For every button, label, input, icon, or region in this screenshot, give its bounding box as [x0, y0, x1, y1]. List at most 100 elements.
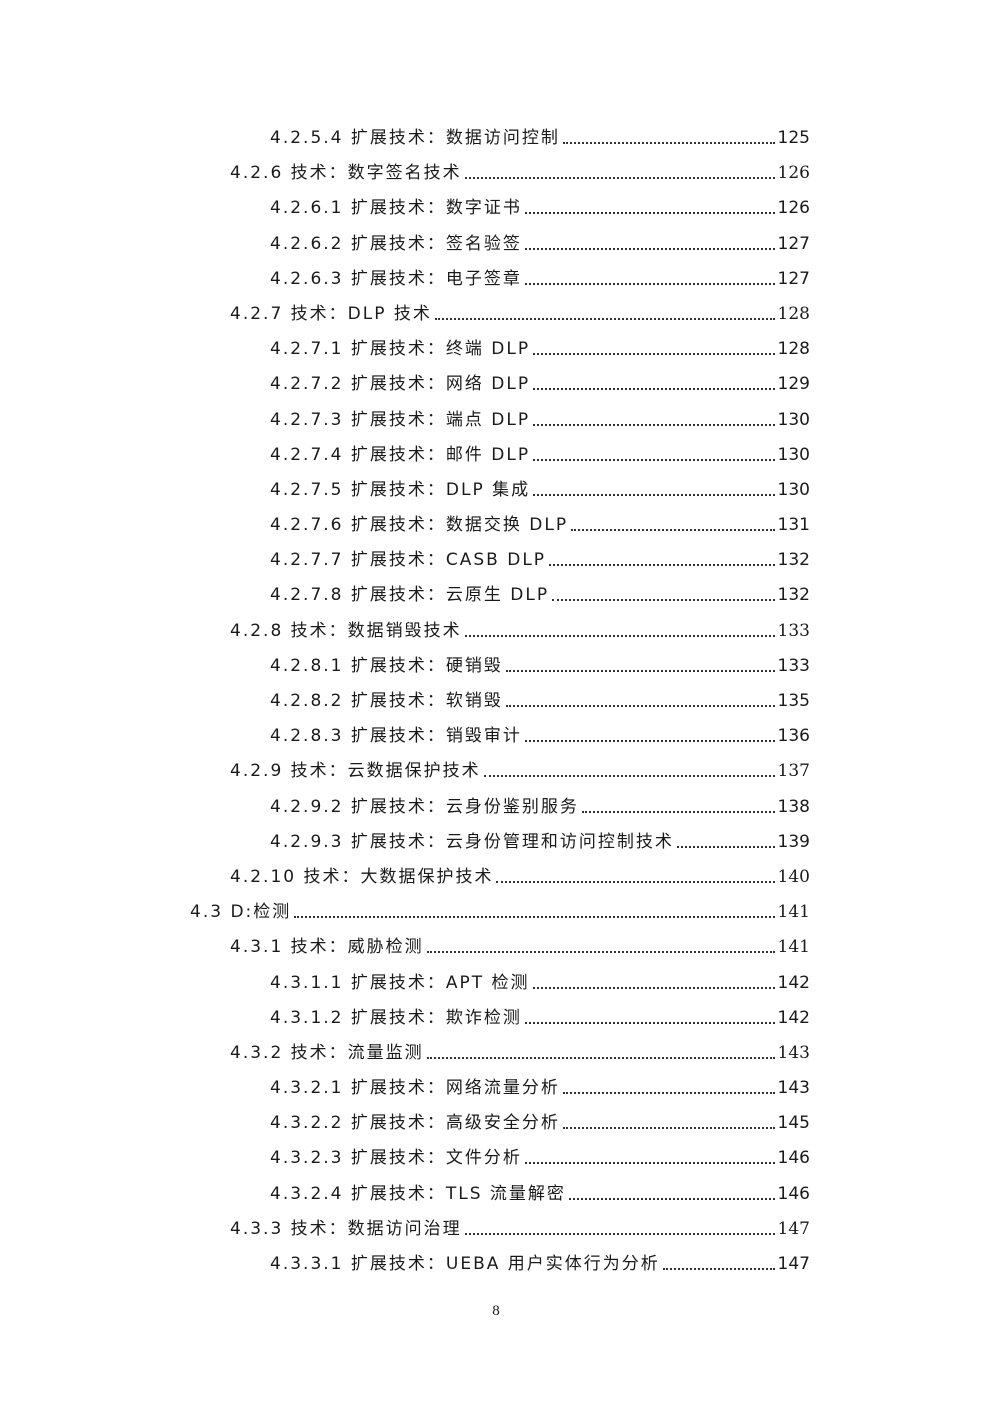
dot-leader	[434, 317, 775, 320]
dot-leader	[496, 880, 775, 883]
toc-entry[interactable]: 4.2.7.7 扩展技术：CASB DLP 132	[0, 541, 992, 576]
toc-entry[interactable]: 4.3.2.3 扩展技术：文件分析 146	[0, 1139, 992, 1174]
toc-entry[interactable]: 4.2.6.2 扩展技术：签名验签 127	[0, 225, 992, 260]
toc-entry[interactable]: 4.2.8 技术：数据销毁技术 133	[0, 612, 992, 647]
dot-leader	[464, 634, 775, 637]
toc-entry-page: 143	[777, 1042, 810, 1063]
toc-entry[interactable]: 4.2.9.2 扩展技术：云身份鉴别服务 138	[0, 788, 992, 823]
toc-entry-page: 125	[777, 128, 810, 148]
toc-entry-title: 4.2.9.2 扩展技术：云身份鉴别服务	[270, 796, 579, 817]
toc-entry-page: 133	[777, 620, 810, 641]
toc-entry-title: 4.2.6.2 扩展技术：签名验签	[270, 233, 522, 254]
toc-entry-title: 4.3.2.4 扩展技术：TLS 流量解密	[270, 1183, 566, 1204]
dot-leader	[524, 1162, 775, 1165]
toc-entry[interactable]: 4.2.8.3 扩展技术：销毁审计 136	[0, 717, 992, 752]
dot-leader	[426, 1056, 775, 1059]
toc-entry[interactable]: 4.2.8.2 扩展技术：软销毁 135	[0, 682, 992, 717]
dot-leader	[676, 845, 775, 848]
toc-entry[interactable]: 4.3.1 技术：威胁检测 141	[0, 928, 992, 963]
toc-entry-title: 4.2.7.7 扩展技术：CASB DLP	[270, 550, 547, 571]
dot-leader	[524, 740, 775, 743]
toc-entry-title: 4.2.7.2 扩展技术：网络 DLP	[270, 374, 531, 395]
toc-entry-page: 142	[777, 1007, 810, 1028]
toc-entry-title: 4.3.2.1 扩展技术：网络流量分析	[270, 1078, 560, 1099]
toc-entry-title: 4.2.6.1 扩展技术：数字证书	[270, 198, 522, 219]
toc-entry[interactable]: 4.3.2 技术：流量监测 143	[0, 1034, 992, 1069]
toc-entry-title: 4.3.3.1 扩展技术：UEBA 用户实体行为分析	[270, 1254, 660, 1274]
toc-entry[interactable]: 4.2.7.8 扩展技术：云原生 DLP 132	[0, 576, 992, 611]
toc-entry-page: 136	[777, 726, 810, 747]
toc-entry[interactable]: 4.2.8.1 扩展技术：硬销毁 133	[0, 647, 992, 682]
dot-leader	[524, 247, 775, 250]
toc-entry-title: 4.2.8.1 扩展技术：硬销毁	[270, 655, 503, 676]
toc-entry[interactable]: 4.3.2.4 扩展技术：TLS 流量解密 146	[0, 1175, 992, 1210]
toc-entry-page: 128	[777, 339, 810, 360]
dot-leader	[533, 493, 775, 496]
toc-entry-title: 4.2.5.4 扩展技术：数据访问控制	[270, 128, 560, 148]
toc-entry-page: 126	[777, 163, 810, 184]
toc-entry-page: 143	[777, 1078, 810, 1099]
table-of-contents: 4.2.5.4 扩展技术：数据访问控制 125 4.2.6 技术：数字签名技术 126…	[0, 119, 992, 1280]
toc-entry[interactable]: 4.3 D:检测 141	[0, 893, 992, 928]
toc-entry-title: 4.3 D:检测	[190, 902, 292, 923]
dot-leader	[562, 142, 775, 144]
toc-entry[interactable]: 4.2.9 技术：云数据保护技术 137	[0, 752, 992, 787]
dot-leader	[483, 775, 775, 778]
toc-entry-page: 138	[777, 796, 810, 817]
toc-entry-page: 130	[777, 444, 810, 465]
toc-entry[interactable]: 4.2.7.2 扩展技术：网络 DLP 129	[0, 365, 992, 400]
toc-entry[interactable]: 4.2.10 技术：大数据保护技术 140	[0, 858, 992, 893]
dot-leader	[571, 529, 775, 532]
toc-entry-page: 132	[777, 585, 810, 606]
toc-entry-title: 4.2.9 技术：云数据保护技术	[230, 761, 481, 782]
dot-leader	[533, 458, 775, 461]
dot-leader	[568, 1197, 775, 1200]
toc-entry-page: 135	[777, 691, 810, 711]
toc-entry-page: 141	[777, 937, 810, 958]
toc-entry-title: 4.2.8.3 扩展技术：销毁审计	[270, 726, 522, 747]
dot-leader	[464, 1232, 775, 1235]
dot-leader	[524, 282, 775, 285]
dot-leader	[505, 705, 775, 707]
dot-leader	[662, 1268, 775, 1270]
dot-leader	[549, 564, 775, 567]
toc-entry[interactable]: 4.2.7.3 扩展技术：端点 DLP 130	[0, 401, 992, 436]
toc-entry-title: 4.2.7 技术：DLP 技术	[230, 303, 432, 324]
toc-entry-page: 129	[777, 374, 810, 395]
toc-entry[interactable]: 4.2.9.3 扩展技术：云身份管理和访问控制技术 139	[0, 823, 992, 858]
toc-entry-page: 146	[777, 1183, 810, 1204]
toc-entry[interactable]: 4.2.7 技术：DLP 技术 128	[0, 295, 992, 330]
toc-entry[interactable]: 4.2.6.1 扩展技术：数字证书 126	[0, 189, 992, 224]
toc-entry[interactable]: 4.2.6 技术：数字签名技术 126	[0, 154, 992, 189]
toc-entry[interactable]: 4.3.3.1 扩展技术：UEBA 用户实体行为分析 147	[0, 1245, 992, 1280]
toc-entry[interactable]: 4.3.1.1 扩展技术：APT 检测 142	[0, 964, 992, 999]
dot-leader	[464, 177, 775, 180]
toc-entry[interactable]: 4.2.7.5 扩展技术：DLP 集成 130	[0, 471, 992, 506]
dot-leader	[505, 669, 775, 672]
toc-entry[interactable]: 4.2.5.4 扩展技术：数据访问控制 125	[0, 119, 992, 154]
toc-entry-title: 4.3.3 技术：数据访问治理	[230, 1218, 462, 1239]
dot-leader	[294, 916, 775, 919]
toc-entry[interactable]: 4.3.2.1 扩展技术：网络流量分析 143	[0, 1069, 992, 1104]
toc-entry-page: 127	[777, 233, 810, 254]
toc-entry-page: 141	[777, 902, 810, 923]
toc-entry[interactable]: 4.2.6.3 扩展技术：电子签章 127	[0, 260, 992, 295]
toc-entry[interactable]: 4.3.3 技术：数据访问治理 147	[0, 1210, 992, 1245]
toc-entry-page: 127	[777, 268, 810, 289]
dot-leader	[533, 388, 775, 391]
toc-entry-title: 4.3.1.1 扩展技术：APT 检测	[270, 972, 530, 993]
toc-entry[interactable]: 4.3.2.2 扩展技术：高级安全分析 145	[0, 1104, 992, 1139]
toc-entry-title: 4.2.8.2 扩展技术：软销毁	[270, 691, 503, 711]
dot-leader	[524, 1021, 775, 1024]
toc-entry[interactable]: 4.2.7.6 扩展技术：数据交换 DLP 131	[0, 506, 992, 541]
toc-entry-title: 4.3.1.2 扩展技术：欺诈检测	[270, 1007, 522, 1028]
toc-entry-page: 146	[777, 1148, 810, 1169]
toc-entry[interactable]: 4.3.1.2 扩展技术：欺诈检测 142	[0, 999, 992, 1034]
toc-entry[interactable]: 4.2.7.4 扩展技术：邮件 DLP 130	[0, 436, 992, 471]
page-number: 8	[492, 1303, 500, 1319]
toc-entry-title: 4.2.8 技术：数据销毁技术	[230, 620, 462, 641]
toc-entry-page: 142	[777, 972, 810, 993]
toc-entry[interactable]: 4.2.7.1 扩展技术：终端 DLP 128	[0, 330, 992, 365]
toc-entry-title: 4.2.6.3 扩展技术：电子签章	[270, 268, 522, 289]
toc-entry-page: 137	[777, 761, 810, 782]
